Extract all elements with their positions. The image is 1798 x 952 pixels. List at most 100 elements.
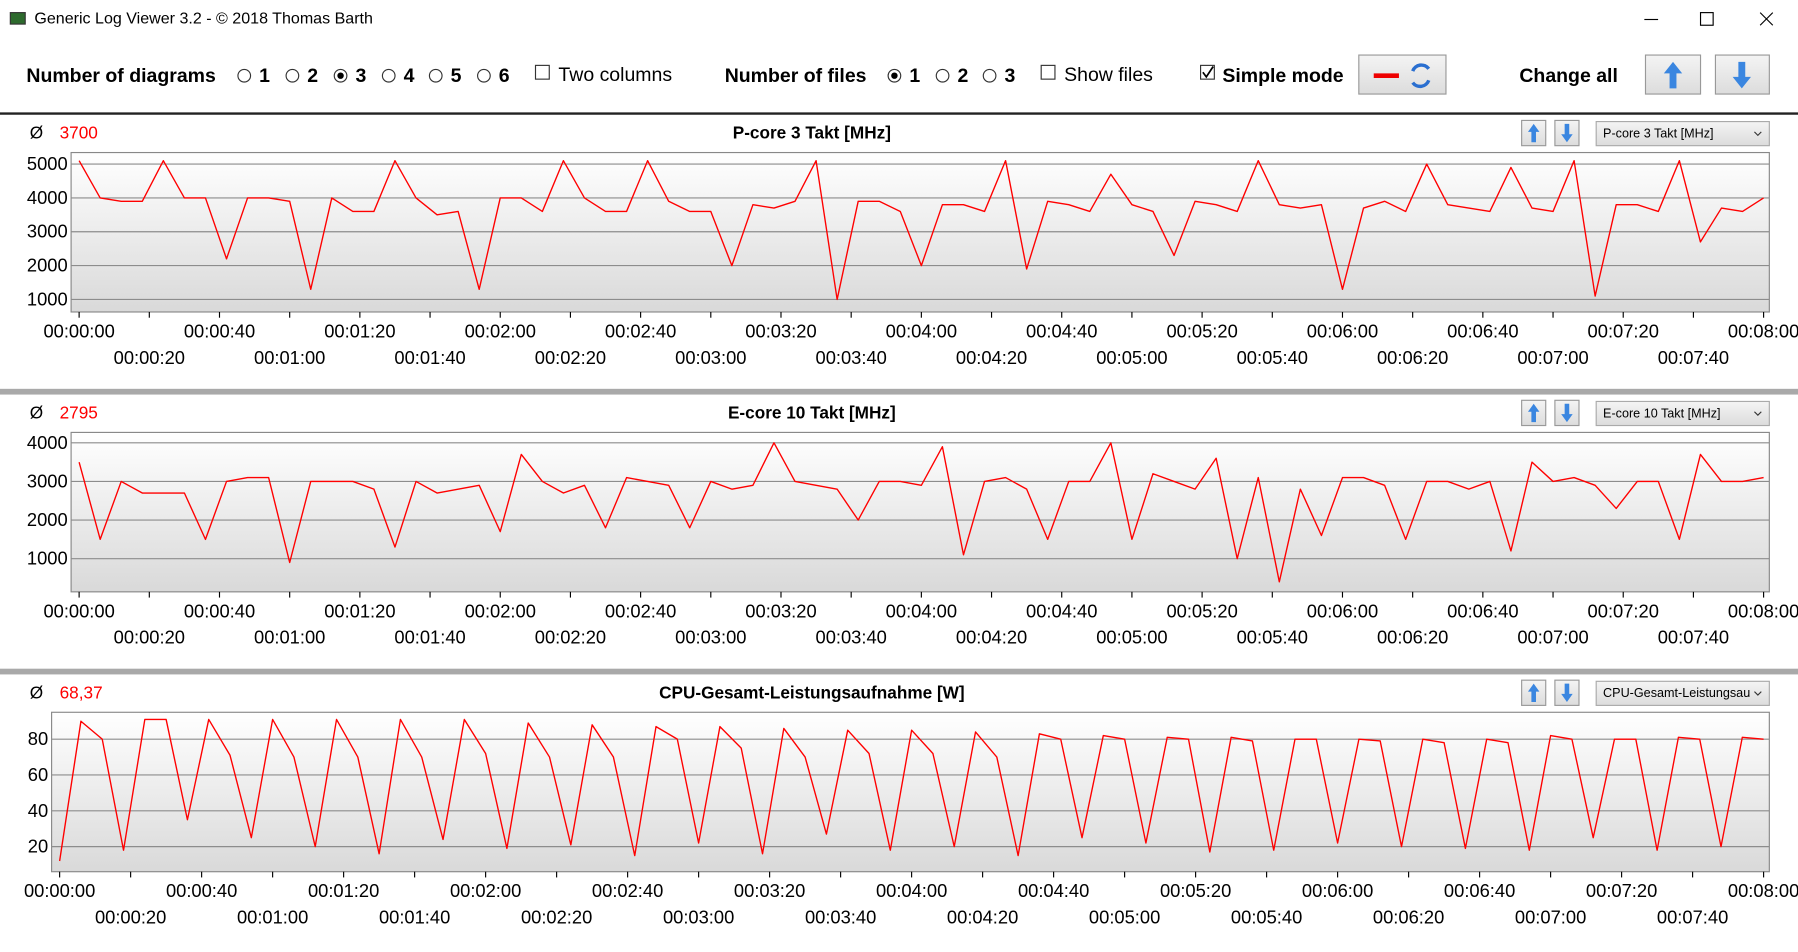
y-tick-label: 5000 bbox=[27, 153, 68, 174]
y-tick-label: 4000 bbox=[27, 432, 68, 453]
diagrams-radio[interactable] bbox=[237, 68, 252, 83]
x-tick-label: 00:02:00 bbox=[465, 320, 536, 341]
diagrams-option-label: 5 bbox=[451, 65, 462, 87]
diagrams-radio[interactable] bbox=[428, 68, 443, 83]
y-tick-label: 80 bbox=[28, 728, 48, 749]
diagrams-option-label: 1 bbox=[259, 65, 270, 87]
window-title: Generic Log Viewer 3.2 - © 2018 Thomas B… bbox=[34, 10, 373, 28]
files-radio[interactable] bbox=[935, 68, 950, 83]
show-files-label: Show files bbox=[1064, 64, 1153, 86]
x-tick-label: 00:03:20 bbox=[734, 880, 805, 901]
app-icon bbox=[9, 12, 26, 25]
dropdown-caret bbox=[1754, 131, 1762, 137]
x-tick-label: 00:06:20 bbox=[1373, 907, 1444, 928]
x-tick-label: 00:07:20 bbox=[1588, 320, 1659, 341]
x-tick-label: 00:08:00 bbox=[1728, 880, 1798, 901]
down-arrow bbox=[1732, 61, 1751, 89]
panel-separator bbox=[0, 388, 1798, 395]
diagrams-radio[interactable] bbox=[381, 68, 396, 83]
files-option-label: 3 bbox=[1004, 65, 1015, 87]
diagrams-radio[interactable] bbox=[477, 68, 491, 83]
x-tick-label: 00:02:40 bbox=[605, 600, 676, 621]
x-tick-label: 00:02:40 bbox=[592, 880, 663, 901]
x-tick-label: 00:07:00 bbox=[1517, 627, 1588, 648]
chart-title: CPU-Gesamt-Leistungsaufnahme [W] bbox=[659, 682, 965, 702]
x-tick-label: 00:03:40 bbox=[816, 627, 887, 648]
radio-dot bbox=[337, 72, 344, 79]
x-tick-label: 00:07:40 bbox=[1658, 627, 1729, 648]
x-tick-label: 00:07:00 bbox=[1517, 347, 1588, 368]
y-tick-label: 3000 bbox=[27, 221, 68, 242]
x-tick-label: 00:01:40 bbox=[394, 347, 465, 368]
x-tick-label: 00:01:40 bbox=[379, 907, 450, 928]
x-tick-label: 00:01:00 bbox=[254, 627, 325, 648]
x-tick-label: 00:06:00 bbox=[1307, 320, 1378, 341]
y-tick-label: 20 bbox=[28, 836, 48, 857]
x-tick-label: 00:02:00 bbox=[465, 600, 536, 621]
x-tick-label: 00:05:40 bbox=[1237, 627, 1308, 648]
x-tick-label: 00:06:40 bbox=[1444, 880, 1515, 901]
x-tick-label: 00:00:20 bbox=[114, 347, 185, 368]
x-tick-label: 00:07:20 bbox=[1586, 880, 1657, 901]
channel-selector[interactable] bbox=[1595, 400, 1770, 427]
files-label: Number of files bbox=[725, 65, 867, 87]
x-tick-label: 00:01:20 bbox=[324, 600, 395, 621]
x-tick-label: 00:05:40 bbox=[1231, 907, 1302, 928]
channel-selector[interactable] bbox=[1595, 680, 1770, 706]
panel-separator bbox=[0, 668, 1798, 675]
x-tick-label: 00:04:40 bbox=[1018, 880, 1089, 901]
average-value: 3700 bbox=[60, 123, 98, 143]
plot-area bbox=[70, 431, 1770, 593]
x-tick-label: 00:00:00 bbox=[43, 320, 114, 341]
x-tick-label: 00:00:00 bbox=[24, 880, 95, 901]
chart-title: E-core 10 Takt [MHz] bbox=[728, 403, 896, 423]
channel-selector-text: CPU-Gesamt-Leistungsau bbox=[1603, 686, 1750, 700]
x-tick-label: 00:02:40 bbox=[605, 320, 676, 341]
x-tick-label: 00:03:00 bbox=[675, 347, 746, 368]
close-button[interactable] bbox=[1759, 12, 1774, 26]
average-symbol: Ø bbox=[30, 123, 43, 143]
x-tick-label: 00:06:00 bbox=[1307, 600, 1378, 621]
chart-title: P-core 3 Takt [MHz] bbox=[733, 123, 891, 143]
x-tick-label: 00:07:00 bbox=[1515, 907, 1586, 928]
two-columns-checkbox[interactable] bbox=[534, 64, 550, 80]
x-tick-label: 00:04:40 bbox=[1026, 320, 1097, 341]
x-tick-label: 00:04:20 bbox=[956, 627, 1027, 648]
diagrams-option-label: 3 bbox=[355, 65, 366, 87]
x-tick-label: 00:04:20 bbox=[947, 907, 1018, 928]
x-tick-label: 00:02:00 bbox=[450, 880, 521, 901]
x-tick-label: 00:00:40 bbox=[184, 320, 255, 341]
diagrams-option-label: 2 bbox=[307, 65, 318, 87]
diagrams-label: Number of diagrams bbox=[26, 65, 216, 87]
data-line bbox=[58, 718, 1764, 862]
x-tick-label: 00:03:00 bbox=[663, 907, 734, 928]
x-tick-label: 00:04:00 bbox=[886, 320, 957, 341]
x-tick-label: 00:06:40 bbox=[1447, 320, 1518, 341]
maximize-button[interactable] bbox=[1699, 12, 1714, 26]
x-tick-label: 00:05:20 bbox=[1166, 600, 1237, 621]
diagrams-radio[interactable] bbox=[285, 68, 300, 83]
files-radio[interactable] bbox=[982, 68, 997, 83]
channel-selector[interactable] bbox=[1595, 121, 1770, 147]
x-tick-label: 00:05:00 bbox=[1089, 907, 1160, 928]
x-tick-label: 00:05:00 bbox=[1096, 627, 1167, 648]
dropdown-caret bbox=[1754, 691, 1762, 696]
x-tick-label: 00:00:00 bbox=[43, 600, 114, 621]
average-value: 2795 bbox=[60, 403, 98, 423]
x-tick-label: 00:04:40 bbox=[1026, 600, 1097, 621]
x-tick-label: 00:01:40 bbox=[394, 627, 465, 648]
color-refresh-button[interactable] bbox=[1358, 54, 1447, 95]
change-all-label: Change all bbox=[1519, 65, 1618, 87]
average-symbol: Ø bbox=[30, 682, 43, 702]
y-tick-label: 2000 bbox=[27, 255, 68, 276]
chart-area: Ø 3700 P-core 3 Takt [MHz] P-core 3 Takt [M… bbox=[0, 119, 1798, 928]
diagrams-option-label: 6 bbox=[499, 65, 510, 87]
x-tick-label: 00:01:20 bbox=[324, 320, 395, 341]
show-files-checkbox[interactable] bbox=[1040, 64, 1056, 80]
x-tick-label: 00:01:20 bbox=[308, 880, 379, 901]
x-tick-label: 00:03:00 bbox=[675, 627, 746, 648]
diagrams-option-label: 4 bbox=[404, 65, 415, 87]
x-tick-label: 00:00:20 bbox=[114, 627, 185, 648]
